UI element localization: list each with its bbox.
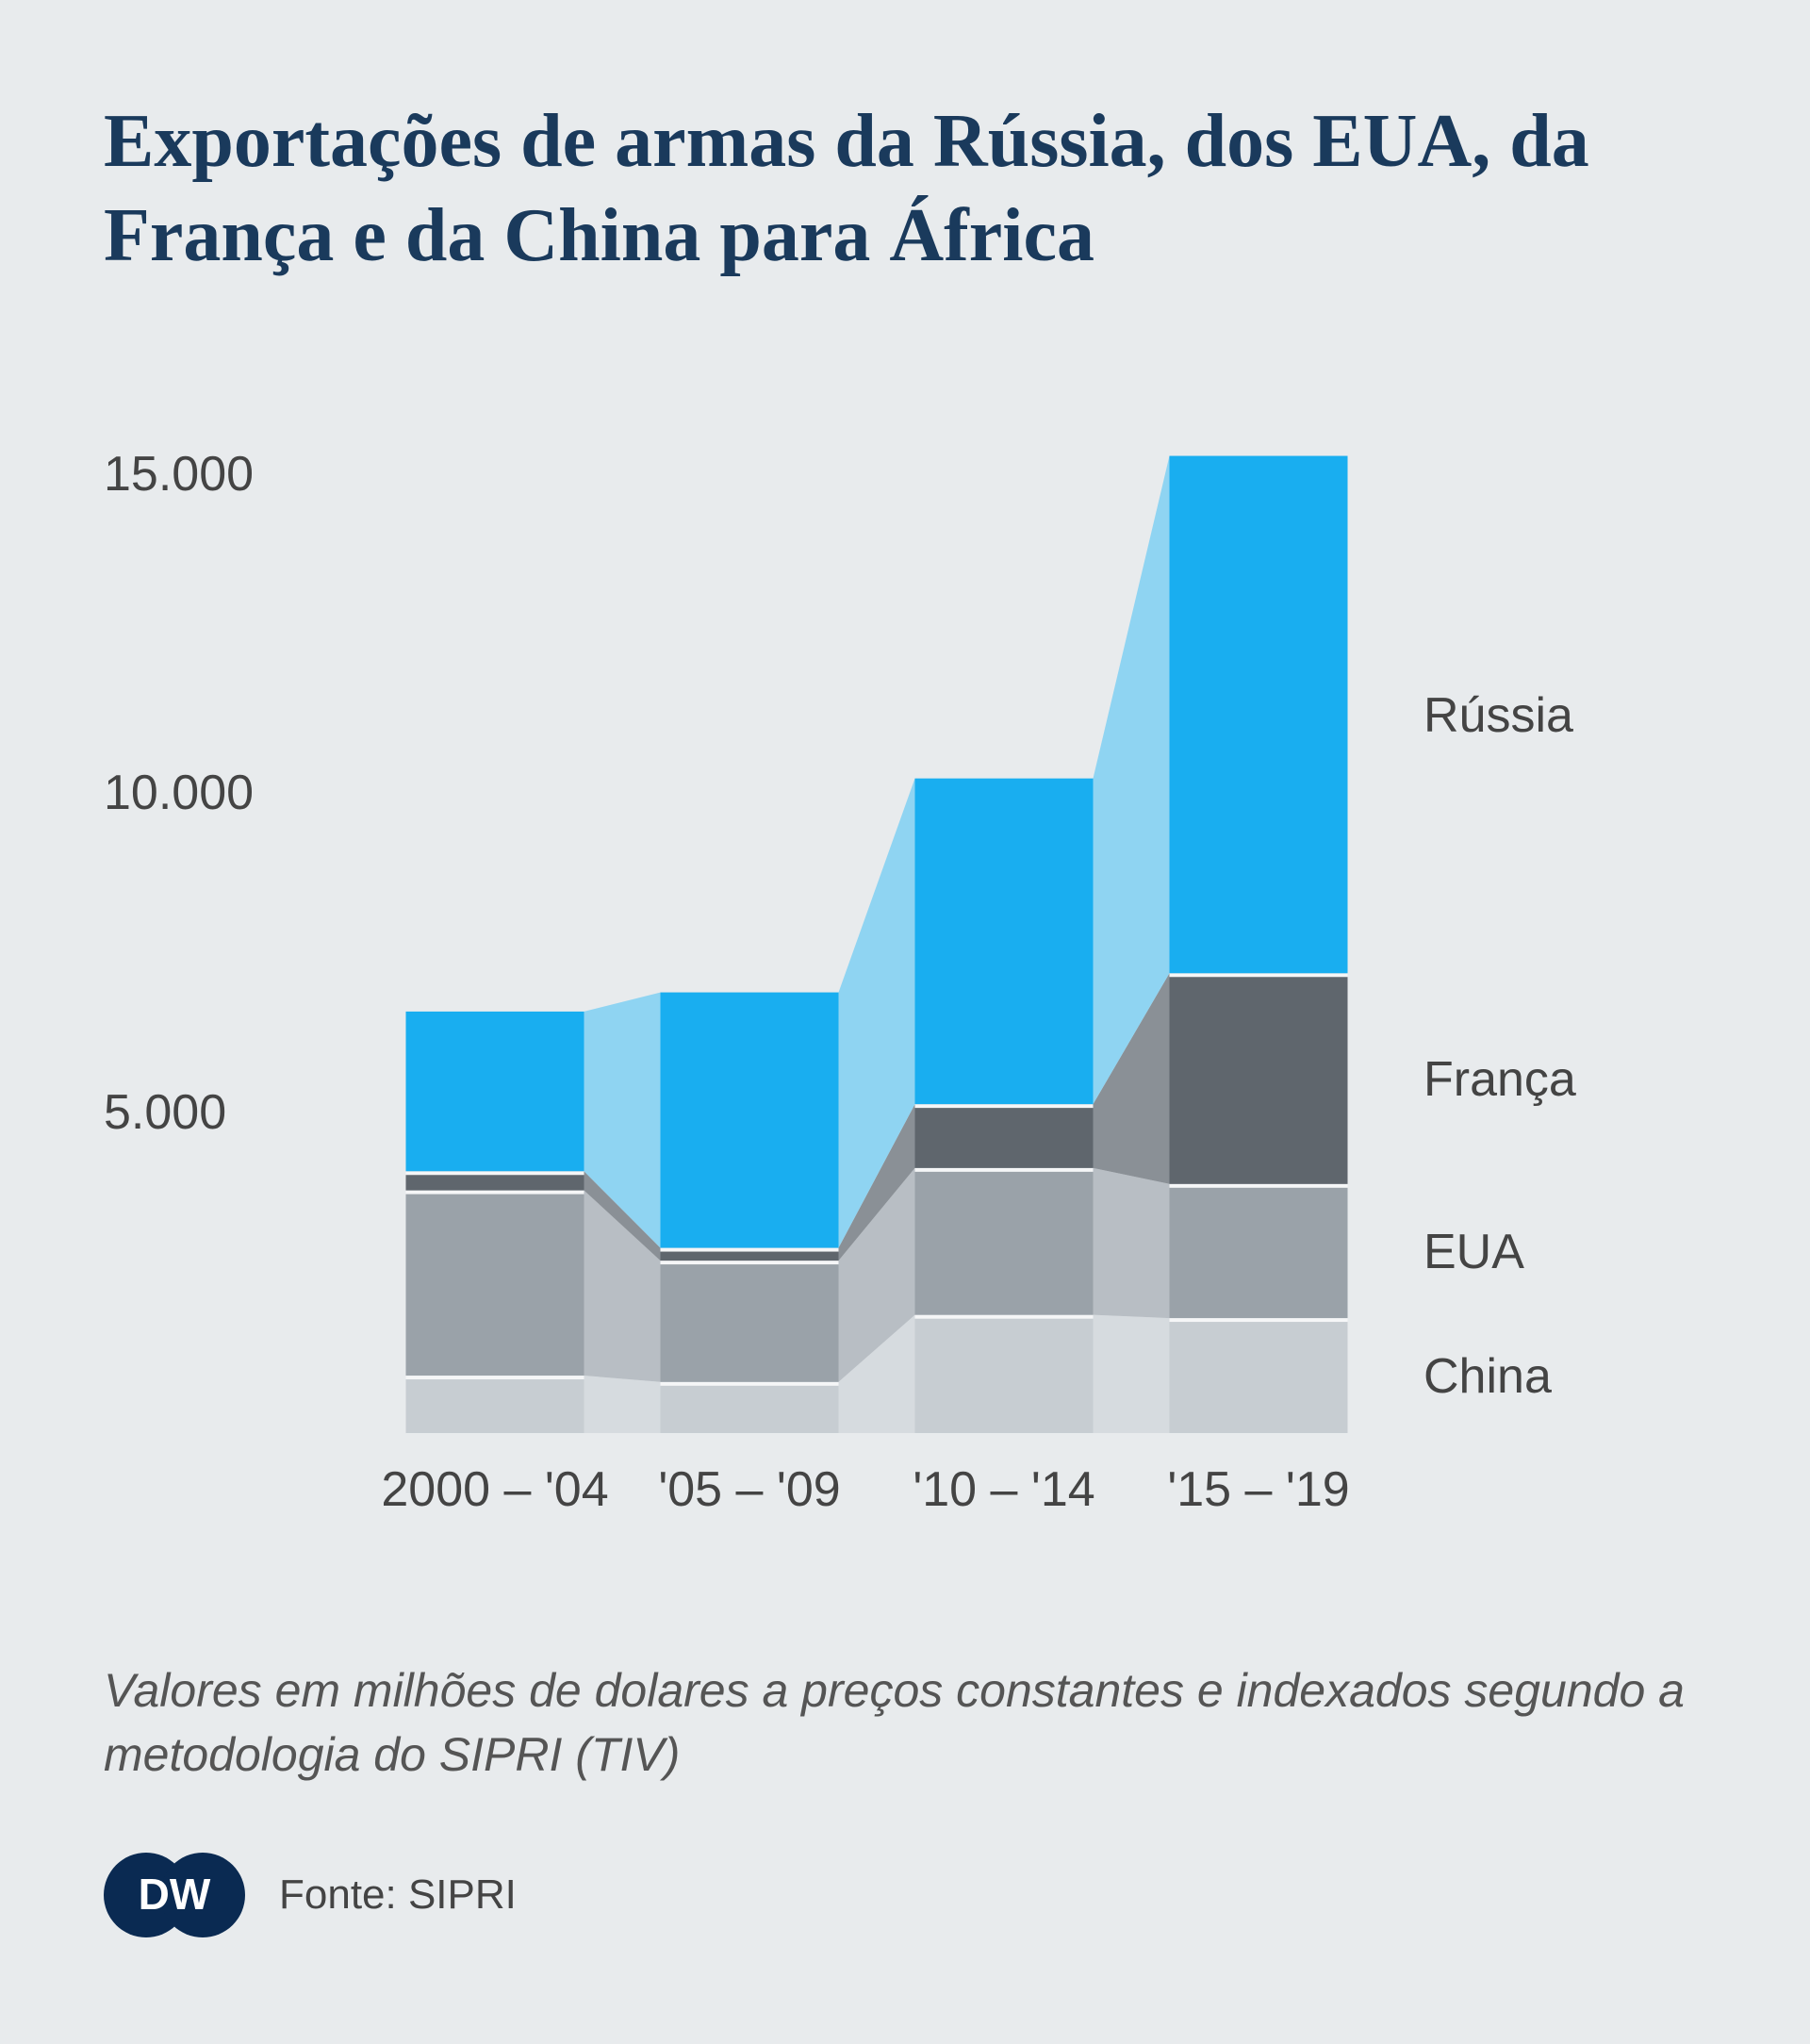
bar-Russia (406, 1012, 584, 1171)
x-tick-label: 2000 – '04 (368, 1461, 622, 1518)
connector-China (1094, 1315, 1170, 1433)
bar-EUA (406, 1191, 584, 1376)
chart-area: 5.000 10.000 15.000 China EUA França Rússia 2… (104, 415, 1706, 1622)
bar-gap (661, 1382, 839, 1386)
y-tick-label: 15.000 (104, 446, 254, 503)
bar-gap (1170, 973, 1348, 977)
series-label-Russia: Rússia (1423, 687, 1573, 744)
series-label-EUA: EUA (1423, 1224, 1524, 1280)
bar-gap (1170, 1184, 1348, 1188)
bar-gap (915, 1315, 1094, 1319)
bar-China (661, 1382, 839, 1433)
connector-EUA (1094, 1168, 1170, 1318)
bar-China (406, 1376, 584, 1433)
chart-plot (368, 443, 1386, 1433)
bar-Franca (1170, 973, 1348, 1184)
source-text: Fonte: SIPRI (279, 1871, 517, 1919)
bar-gap (406, 1171, 584, 1175)
bar-gap (406, 1376, 584, 1379)
bar-Russia (1170, 456, 1348, 974)
series-labels: China EUA França Rússia (1423, 443, 1687, 1433)
bar-gap (406, 1191, 584, 1195)
bar-gap (661, 1248, 839, 1252)
bar-EUA (915, 1168, 1094, 1315)
bar-Russia (915, 779, 1094, 1104)
bar-China (915, 1315, 1094, 1433)
y-tick-label: 5.000 (104, 1084, 226, 1141)
x-axis-labels: 2000 – '04'05 – '09'10 – '14'15 – '19 (368, 1461, 1386, 1518)
y-axis-labels: 5.000 10.000 15.000 (104, 415, 339, 1405)
dw-logo: DW (104, 1853, 245, 1937)
x-tick-label: '10 – '14 (877, 1461, 1131, 1518)
connector-China (584, 1376, 661, 1433)
y-tick-label: 10.000 (104, 765, 254, 821)
bar-gap (1170, 1318, 1348, 1322)
bar-gap (661, 1261, 839, 1264)
series-label-China: China (1423, 1348, 1552, 1405)
bar-EUA (1170, 1184, 1348, 1318)
bar-gap (915, 1104, 1094, 1108)
bar-EUA (661, 1261, 839, 1382)
footer: DW Fonte: SIPRI (104, 1853, 1706, 1937)
series-label-Franca: França (1423, 1051, 1576, 1108)
bar-gap (915, 1168, 1094, 1172)
x-tick-label: '15 – '19 (1131, 1461, 1386, 1518)
bar-China (1170, 1318, 1348, 1433)
chart-caption: Valores em milhões de dolares a preços c… (104, 1659, 1706, 1787)
bar-Russia (661, 993, 839, 1248)
stacked-bar-svg (368, 443, 1386, 1433)
x-tick-label: '05 – '09 (622, 1461, 877, 1518)
chart-title: Exportações de armas da Rússia, dos EUA,… (104, 94, 1706, 283)
bar-Franca (915, 1104, 1094, 1168)
svg-text:DW: DW (139, 1870, 211, 1919)
